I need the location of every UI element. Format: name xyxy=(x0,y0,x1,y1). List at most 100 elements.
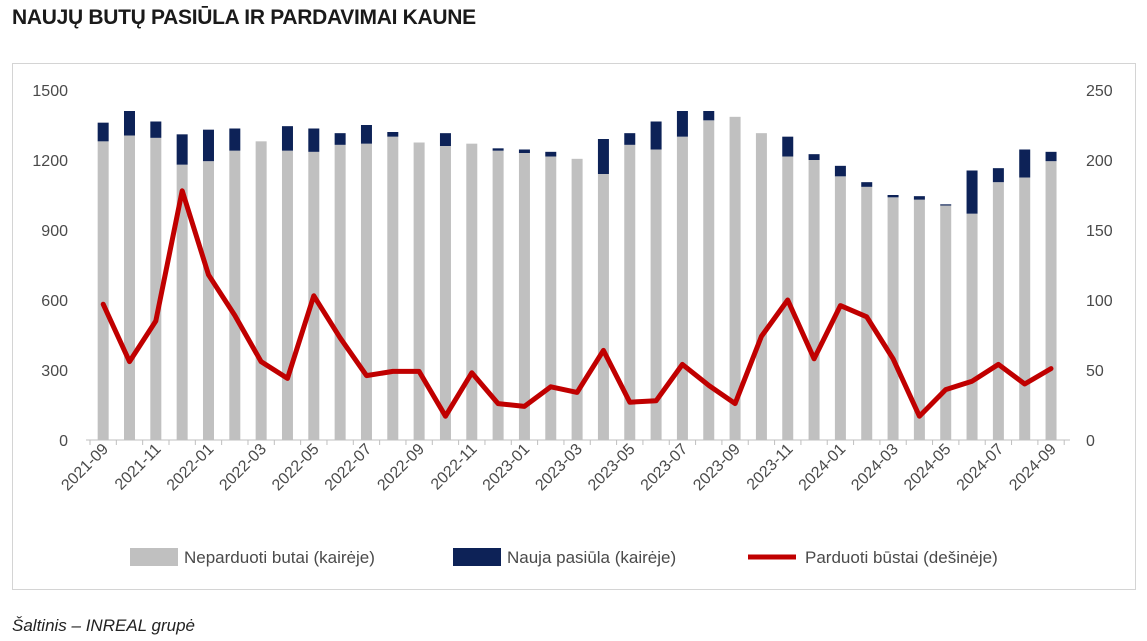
bar-unsold xyxy=(229,150,241,440)
x-axis-tick-label: 2022-09 xyxy=(374,441,428,495)
right-axis-tick: 150 xyxy=(1086,223,1113,240)
bar-new-supply xyxy=(703,111,715,121)
x-axis-tick-label: 2022-01 xyxy=(164,441,218,495)
bar-unsold xyxy=(729,116,741,440)
bar-new-supply xyxy=(545,151,557,157)
left-axis-ticks: 0 300 600 900 1200 1500 xyxy=(32,83,68,450)
bar-new-supply xyxy=(518,149,530,153)
bar-unsold xyxy=(360,143,372,440)
x-axis-tick-label: 2022-03 xyxy=(216,441,270,495)
bar-unsold xyxy=(703,120,715,440)
x-axis-tick-label: 2024-01 xyxy=(796,441,850,495)
bar-unsold xyxy=(518,153,530,440)
bar-unsold xyxy=(650,149,662,440)
x-axis-tick-label: 2022-07 xyxy=(322,441,376,495)
right-axis-tick: 50 xyxy=(1086,363,1104,380)
bar-unsold xyxy=(255,141,267,441)
left-axis-tick: 900 xyxy=(41,223,68,240)
bar-unsold xyxy=(545,156,557,440)
bar-new-supply xyxy=(782,136,794,157)
page-title: NAUJŲ BUTŲ PASIŪLA IR PARDAVIMAI KAUNE xyxy=(12,6,476,29)
bar-new-supply xyxy=(834,165,846,177)
bar-unsold xyxy=(492,150,504,440)
bar-unsold xyxy=(992,182,1004,440)
x-axis-ticks: 2021-09 2021-11 2022-01 2022-03 2022-05 2022-… xyxy=(58,440,1065,495)
bar-unsold xyxy=(413,142,425,440)
x-axis-tick-label: 2024-03 xyxy=(848,441,902,495)
bar-unsold xyxy=(123,135,135,440)
x-axis-tick-label: 2023-03 xyxy=(532,441,586,495)
x-axis-tick-label: 2023-09 xyxy=(690,441,744,495)
bar-unsold xyxy=(1045,161,1057,440)
bar-new-supply xyxy=(597,139,609,174)
x-axis-tick-label: 2023-05 xyxy=(585,441,639,495)
x-axis-tick-label: 2024-07 xyxy=(954,441,1008,495)
bar-unsold xyxy=(597,174,609,440)
legend: Neparduoti butai (kairėje) Nauja pasiūla… xyxy=(130,548,998,567)
x-axis-tick-label: 2024-05 xyxy=(901,441,955,495)
bar-unsold xyxy=(940,205,952,440)
bar-new-supply xyxy=(387,132,399,137)
left-axis-tick: 300 xyxy=(41,363,68,380)
legend-label-unsold: Neparduoti butai (kairėje) xyxy=(184,548,375,567)
bar-unsold xyxy=(202,161,214,440)
source-note: Šaltinis – INREAL grupė xyxy=(12,616,196,635)
left-axis-tick: 600 xyxy=(41,293,68,310)
bars xyxy=(97,111,1057,441)
left-axis-tick: 0 xyxy=(59,433,68,450)
sold-line xyxy=(100,188,1054,419)
x-axis-tick-label: 2022-11 xyxy=(428,441,481,494)
bar-new-supply xyxy=(360,125,372,144)
bar-unsold xyxy=(281,150,293,440)
bar-new-supply xyxy=(492,148,504,151)
bar-new-supply xyxy=(808,154,820,160)
bar-new-supply xyxy=(123,111,135,136)
legend-label-sold: Parduoti būstai (dešinėje) xyxy=(805,548,998,567)
bar-unsold xyxy=(624,144,636,441)
legend-swatch-unsold xyxy=(130,548,178,566)
bar-unsold xyxy=(150,137,162,441)
bar-new-supply xyxy=(676,111,688,137)
bar-new-supply xyxy=(992,168,1004,183)
right-axis-ticks: 0 50 100 150 200 250 xyxy=(1086,83,1113,450)
right-axis-tick: 250 xyxy=(1086,83,1113,100)
bar-new-supply xyxy=(281,126,293,151)
chart-frame xyxy=(12,63,1136,590)
chart: 0 300 600 900 1200 1500 0 50 100 150 200 250 2021-… xyxy=(32,83,1113,567)
bar-new-supply xyxy=(334,133,346,145)
bar-unsold xyxy=(808,160,820,440)
x-axis-tick-label: 2022-05 xyxy=(269,441,323,495)
bar-new-supply xyxy=(940,204,952,206)
bar-new-supply xyxy=(624,133,636,145)
bar-new-supply xyxy=(150,121,162,138)
bar-new-supply xyxy=(202,129,214,162)
bar-unsold xyxy=(387,136,399,440)
left-axis-tick: 1500 xyxy=(32,83,68,100)
x-axis-tick-label: 2021-11 xyxy=(112,441,165,494)
bar-unsold xyxy=(571,158,583,441)
bar-unsold xyxy=(466,143,478,440)
bar-unsold xyxy=(97,141,109,441)
bar-new-supply xyxy=(176,134,188,165)
bar-unsold xyxy=(913,199,925,440)
bar-new-supply xyxy=(966,170,978,214)
x-axis-tick-label: 2023-01 xyxy=(480,441,534,495)
bar-unsold xyxy=(676,136,688,440)
bar-new-supply xyxy=(913,196,925,200)
right-axis-tick: 100 xyxy=(1086,293,1113,310)
bar-new-supply xyxy=(650,121,662,150)
bar-unsold xyxy=(966,213,978,440)
bar-unsold xyxy=(755,133,767,440)
legend-label-new: Nauja pasiūla (kairėje) xyxy=(507,548,676,567)
x-axis-tick-label: 2024-09 xyxy=(1006,441,1060,495)
bar-new-supply xyxy=(861,182,873,187)
bar-unsold xyxy=(439,146,451,440)
legend-swatch-new xyxy=(453,548,501,566)
bar-new-supply xyxy=(1019,149,1031,178)
x-axis-tick-label: 2023-11 xyxy=(744,441,797,494)
bar-unsold xyxy=(861,186,873,440)
bar-unsold xyxy=(887,197,899,440)
bar-new-supply xyxy=(439,133,451,146)
bar-new-supply xyxy=(229,128,241,151)
bar-unsold xyxy=(334,144,346,441)
